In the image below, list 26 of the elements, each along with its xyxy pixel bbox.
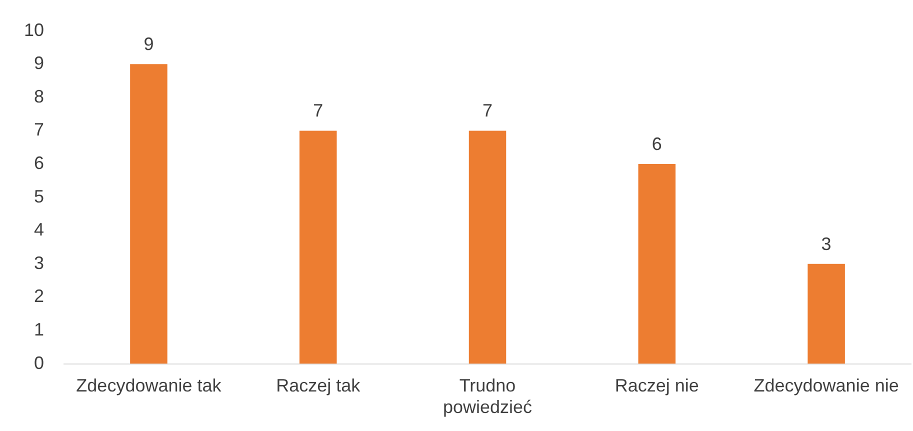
- bar: [638, 164, 676, 364]
- x-tick-label: Zdecydowanie tak: [76, 376, 222, 396]
- bar: [130, 64, 168, 364]
- data-label: 3: [821, 234, 832, 254]
- y-tick-label: 3: [34, 252, 44, 273]
- data-label: 7: [313, 100, 324, 121]
- y-tick-label: 2: [34, 286, 44, 306]
- data-label: 9: [144, 34, 154, 54]
- bar: [468, 130, 506, 364]
- y-tick-label: 9: [34, 53, 44, 74]
- bar: [299, 130, 337, 364]
- y-tick-label: 10: [24, 20, 44, 40]
- bar: [808, 264, 845, 364]
- y-tick-label: 0: [34, 352, 44, 373]
- data-label: 6: [652, 134, 662, 154]
- y-tick-label: 6: [34, 152, 44, 173]
- y-tick-label: 8: [34, 86, 44, 106]
- x-tick-label: Raczej tak: [276, 376, 362, 396]
- y-tick-label: 1: [34, 319, 44, 340]
- y-tick-label: 4: [34, 220, 44, 240]
- data-label: 7: [482, 100, 493, 121]
- x-tick-label: Raczej nie: [614, 376, 699, 396]
- y-tick-label: 5: [34, 186, 44, 206]
- y-tick-label: 7: [34, 120, 44, 140]
- x-tick-label: Trudno powiedzieć: [442, 376, 532, 418]
- x-tick-label: Zdecydowanie nie: [754, 376, 899, 396]
